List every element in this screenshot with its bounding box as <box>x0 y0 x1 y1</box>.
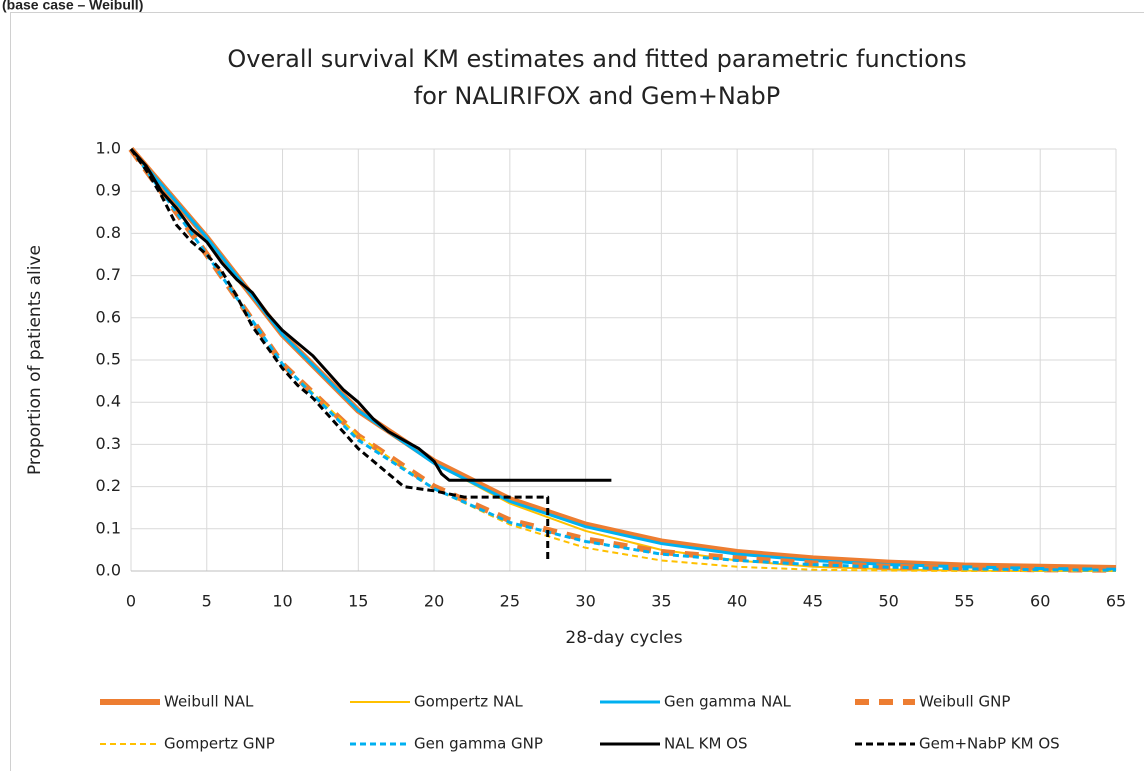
x-tick-label: 60 <box>1030 592 1050 611</box>
y-tick-label: 0.6 <box>96 307 121 326</box>
series-line <box>131 149 1116 568</box>
x-tick-label: 15 <box>348 592 368 611</box>
legend-label: Gen gamma NAL <box>664 693 792 711</box>
x-tick-label: 20 <box>424 592 444 611</box>
chart-border <box>11 13 1144 772</box>
legend-label: Gem+NabP KM OS <box>919 735 1060 753</box>
x-tick-label: 40 <box>727 592 747 611</box>
legend-label: Gen gamma GNP <box>414 735 543 753</box>
x-tick-label: 65 <box>1106 592 1126 611</box>
x-tick-label: 25 <box>500 592 520 611</box>
legend-label: Gompertz GNP <box>164 735 275 753</box>
y-tick-label: 0.2 <box>96 476 121 495</box>
legend-label: Gompertz NAL <box>414 693 523 711</box>
y-tick-label: 0.3 <box>96 434 121 453</box>
y-tick-label: 0.0 <box>96 561 121 580</box>
x-axis-label: 28-day cycles <box>565 628 682 648</box>
series-line <box>131 149 611 480</box>
series-line <box>131 149 1116 570</box>
legend-label: Weibull NAL <box>164 693 254 711</box>
y-tick-label: 0.8 <box>96 223 121 242</box>
y-tick-label: 0.1 <box>96 518 121 537</box>
y-tick-label: 0.7 <box>96 265 121 284</box>
legend-label: NAL KM OS <box>664 735 747 753</box>
y-tick-label: 1.0 <box>96 139 121 158</box>
chart-title: Overall survival KM estimates and fitted… <box>227 45 966 73</box>
series-line <box>131 149 548 563</box>
series-line <box>131 149 1116 569</box>
x-tick-label: 50 <box>879 592 899 611</box>
x-tick-label: 30 <box>575 592 595 611</box>
y-tick-label: 0.4 <box>96 392 121 411</box>
chart-title: for NALIRIFOX and Gem+NabP <box>414 82 780 110</box>
x-tick-label: 0 <box>126 592 136 611</box>
legend-label: Weibull GNP <box>919 693 1010 711</box>
x-tick-label: 5 <box>202 592 212 611</box>
y-tick-label: 0.5 <box>96 350 121 369</box>
x-tick-label: 10 <box>272 592 292 611</box>
x-tick-label: 45 <box>803 592 823 611</box>
caption: (base case – Weibull) <box>2 0 143 13</box>
x-tick-label: 35 <box>651 592 671 611</box>
y-axis-label: Proportion of patients alive <box>25 245 45 475</box>
x-tick-label: 55 <box>954 592 974 611</box>
y-tick-label: 0.9 <box>96 181 121 200</box>
